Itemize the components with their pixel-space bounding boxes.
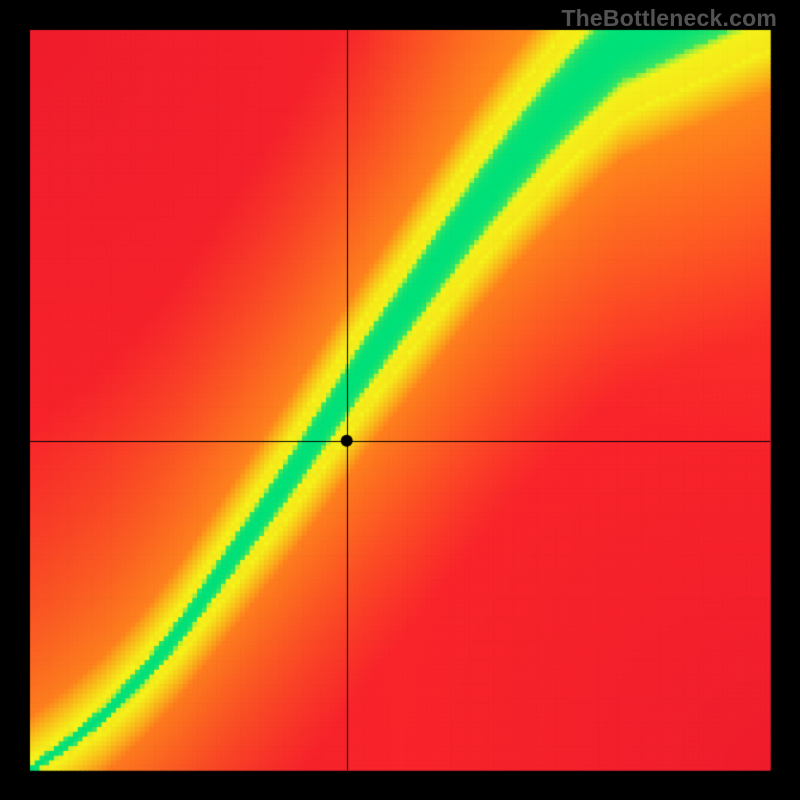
bottleneck-heatmap-canvas (0, 0, 800, 800)
chart-container: TheBottleneck.com (0, 0, 800, 800)
watermark-text: TheBottleneck.com (561, 5, 777, 32)
